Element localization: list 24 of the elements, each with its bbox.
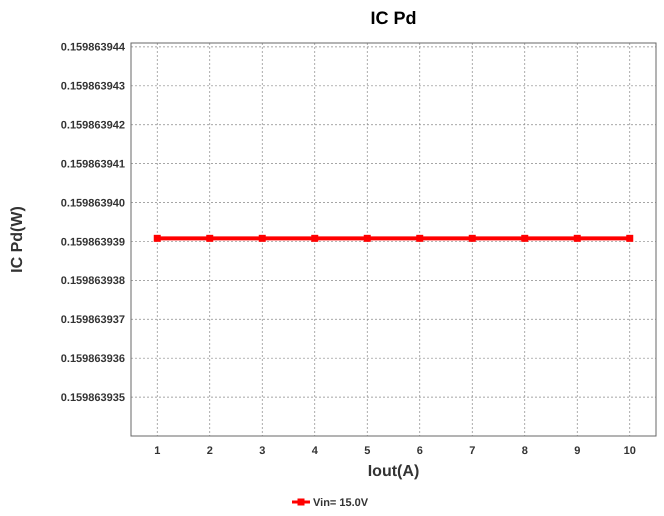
x-tick-label: 7 (469, 445, 476, 457)
x-tick-label: 9 (574, 445, 580, 457)
legend-label: Vin= 15.0V (313, 496, 369, 509)
x-tick-label: 6 (416, 445, 423, 457)
y-tick-label: 0.159863941 (60, 158, 125, 170)
x-axis-title: Iout(A) (368, 463, 420, 480)
x-tick-label: 10 (624, 445, 636, 457)
x-tick-label: 2 (206, 445, 213, 457)
y-tick-label: 0.159863937 (60, 314, 125, 326)
chart-title: IC Pd (370, 8, 417, 28)
y-tick-label: 0.159863935 (60, 392, 125, 404)
x-tick-label: 4 (312, 445, 319, 457)
y-tick-label: 0.159863943 (60, 80, 125, 93)
x-tick-label: 1 (154, 445, 160, 457)
y-tick-label: 0.159863938 (60, 275, 125, 288)
y-tick-label: 0.159863944 (60, 42, 126, 54)
y-tick-label: 0.159863939 (60, 236, 125, 248)
x-tick-label: 8 (522, 445, 528, 457)
y-axis-title: IC Pd(W) (9, 206, 26, 273)
y-tick-label: 0.159863942 (60, 120, 125, 132)
x-tick-label: 5 (364, 445, 370, 457)
y-tick-label: 0.159863940 (60, 197, 125, 210)
y-tick-label: 0.159863936 (60, 353, 125, 366)
x-tick-label: 3 (259, 445, 266, 457)
